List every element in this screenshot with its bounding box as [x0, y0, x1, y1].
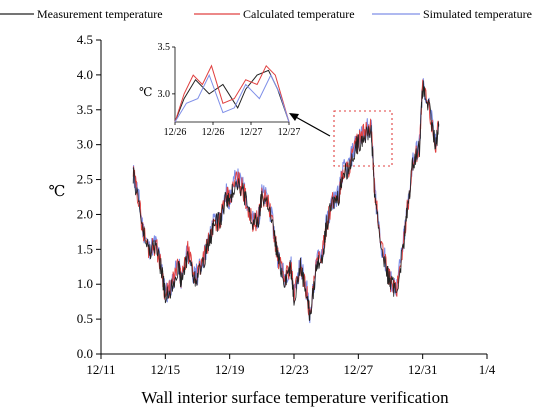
x-tick-label: 12/19: [215, 362, 245, 377]
inset-y-label: ℃: [139, 85, 152, 99]
inset-x-ticks: 12/26 12/26 12/27 12/27: [164, 122, 301, 138]
chart-title: Wall interior surface temperature verifi…: [141, 388, 449, 407]
inset-chart: ℃ 3.0 3.5 12/26 12/26 12/27 12/27: [139, 42, 300, 138]
zoom-box: [333, 110, 393, 167]
y-tick-label: 4.5: [77, 32, 93, 47]
legend: Measurement temperature Calculated tempe…: [0, 7, 532, 21]
y-ticks: 0.0 0.5 1.0 1.5 2.0 2.5 3.0 3.5 4.0 4.5: [77, 32, 101, 361]
inset-line-simulated: [174, 73, 290, 123]
inset-line-calculated: [174, 64, 290, 123]
y-tick-label: 1.5: [77, 241, 93, 256]
inset-x-tick-label: 12/27: [278, 127, 301, 138]
y-tick-label: 3.5: [77, 102, 93, 117]
y-tick-label: 4.0: [77, 67, 93, 82]
x-tick-label: 12/15: [151, 362, 181, 377]
inset-x-tick-label: 12/26: [202, 127, 225, 138]
legend-label-measurement: Measurement temperature: [37, 7, 163, 21]
y-tick-label: 2.0: [77, 206, 93, 221]
y-tick-label: 0.5: [77, 311, 93, 326]
x-ticks: 12/11 12/15 12/19 12/23 12/27 12/31 1/4: [86, 354, 496, 377]
legend-label-simulated: Simulated temperature: [423, 7, 532, 21]
x-tick-label: 12/31: [408, 362, 438, 377]
inset-x-tick-label: 12/26: [164, 127, 187, 138]
legend-label-calculated: Calculated temperature: [243, 7, 355, 21]
y-tick-label: 0.0: [77, 346, 93, 361]
y-tick-label: 2.5: [77, 172, 93, 187]
series-line-measurement: [132, 80, 440, 322]
y-tick-label: 3.0: [77, 137, 93, 152]
x-tick-label: 1/4: [479, 362, 496, 377]
y-tick-label: 1.0: [77, 276, 93, 291]
x-tick-label: 12/27: [344, 362, 374, 377]
zoom-arrow: [293, 115, 331, 137]
y-axis-label: ℃: [49, 184, 66, 200]
inset-series: [174, 64, 290, 123]
inset-y-ticks: 3.0 3.5: [158, 42, 175, 100]
inset-y-tick-label: 3.5: [158, 42, 171, 53]
x-tick-label: 12/11: [86, 362, 115, 377]
series-layer: [132, 78, 440, 324]
inset-y-tick-label: 3.0: [158, 89, 171, 100]
zoom-arrowhead: [289, 113, 299, 121]
series-line-calculated: [132, 79, 440, 316]
x-tick-label: 12/23: [279, 362, 309, 377]
inset-x-tick-label: 12/27: [240, 127, 263, 138]
